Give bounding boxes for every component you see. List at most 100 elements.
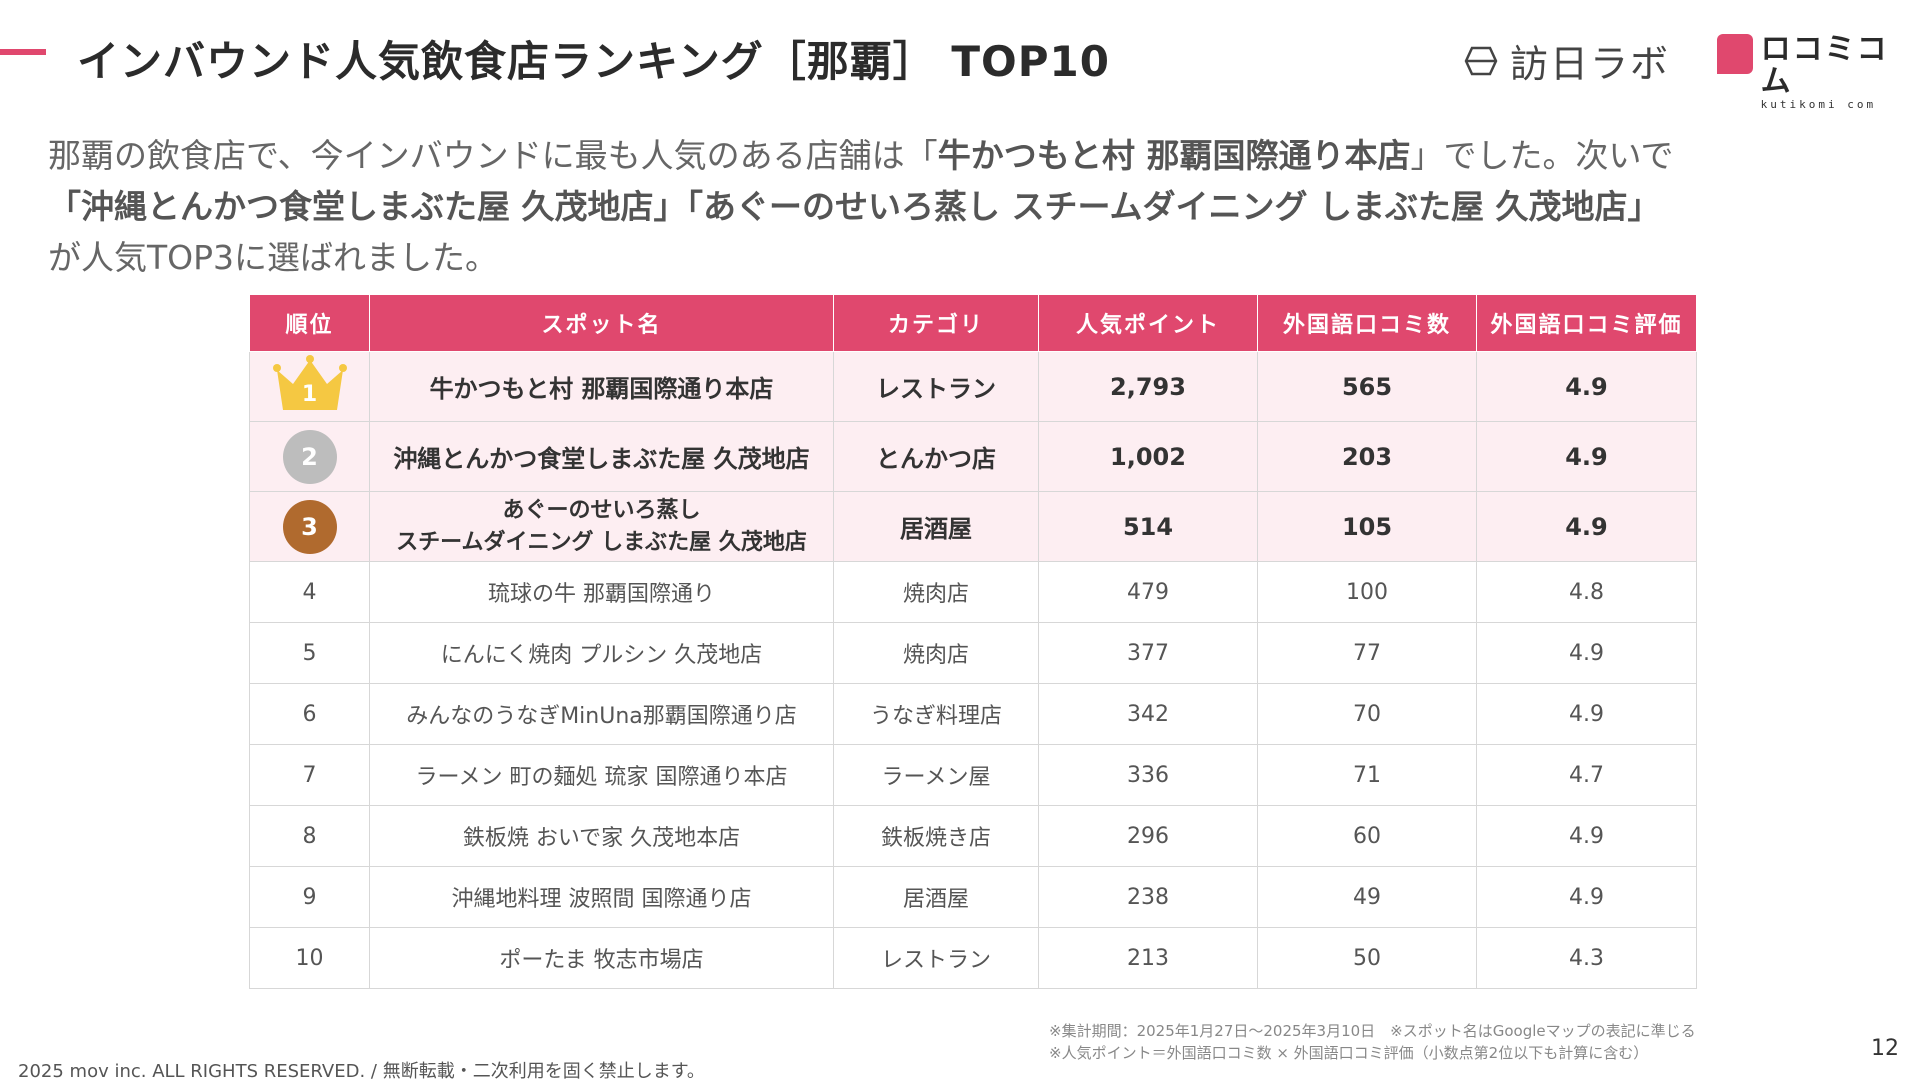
spot-name-cell: 牛かつもと村 那覇国際通り本店 (369, 351, 834, 422)
review-count-cell: 100 (1257, 561, 1477, 623)
rating-cell: 4.9 (1476, 491, 1697, 562)
review-count-cell: 60 (1257, 805, 1477, 867)
page-title: インバウンド人気飲食店ランキング［那覇］ TOP10 (77, 37, 1110, 86)
intro-paragraph: 那覇の飲食店で、今インバウンドに最も人気のある店舗は「牛かつもと村 那覇国際通り… (48, 130, 1888, 283)
header-category: カテゴリ (833, 294, 1039, 352)
rank-cell: 8 (249, 805, 370, 867)
spot-name-cell: 沖縄とんかつ食堂しまぶた屋 久茂地店 (369, 421, 834, 492)
points-cell: 479 (1038, 561, 1258, 623)
rank-cell: 10 (249, 927, 370, 989)
rank-cell: 6 (249, 683, 370, 745)
spot-name-cell: 鉄板焼 おいで家 久茂地本店 (369, 805, 834, 867)
houjin-labo-logo-text: 訪日ラボ (1510, 42, 1671, 86)
kutikomi-logo-subtext: kutikomi com (1760, 98, 1877, 111)
table-row: 2 沖縄とんかつ食堂しまぶた屋 久茂地店 とんかつ店 1,002 203 4.9 (249, 421, 1697, 492)
rank-cell: 9 (249, 866, 370, 928)
table-row: 1 牛かつもと村 那覇国際通り本店 レストラン 2,793 565 4.9 (249, 351, 1697, 422)
intro-text-3: が人気TOP3に選ばれました。 (48, 238, 499, 277)
rating-cell: 4.9 (1476, 866, 1697, 928)
kutikomi-com-logo: ロコミコム kutikomi com (1717, 34, 1919, 111)
rank-cell: 7 (249, 744, 370, 806)
footnotes: ※集計期間：2025年1月27日〜2025年3月10日 ※スポット名はGoogl… (1049, 1020, 1696, 1064)
table-row: 3 あぐーのせいろ蒸し スチームダイニング しまぶた屋 久茂地店 居酒屋 514… (249, 491, 1697, 562)
page-number: 12 (1871, 1036, 1899, 1061)
category-cell: 居酒屋 (833, 491, 1039, 562)
table-row: 10 ポーたま 牧志市場店 レストラン 213 50 4.3 (249, 927, 1697, 989)
points-cell: 342 (1038, 683, 1258, 745)
rank-number: 1 (301, 381, 318, 407)
header-rank: 順位 (249, 294, 370, 352)
category-cell: レストラン (833, 927, 1039, 989)
category-cell: ラーメン屋 (833, 744, 1039, 806)
footnote-period: ※集計期間：2025年1月27日〜2025年3月10日 ※スポット名はGoogl… (1049, 1022, 1696, 1040)
rank-cell: 3 (249, 491, 370, 562)
crown-icon: 1 (271, 354, 349, 414)
category-cell: うなぎ料理店 (833, 683, 1039, 745)
spot-name-cell: ポーたま 牧志市場店 (369, 927, 834, 989)
table-row: 8 鉄板焼 おいで家 久茂地本店 鉄板焼き店 296 60 4.9 (249, 805, 1697, 867)
rating-cell: 4.8 (1476, 561, 1697, 623)
points-cell: 1,002 (1038, 421, 1258, 492)
title-accent-line (0, 49, 46, 55)
category-cell: 鉄板焼き店 (833, 805, 1039, 867)
header-popularity-points: 人気ポイント (1038, 294, 1258, 352)
rating-cell: 4.9 (1476, 351, 1697, 422)
header-review-rating: 外国語口コミ評価 (1476, 294, 1697, 352)
table-row: 6 みんなのうなぎMinUna那覇国際通り店 うなぎ料理店 342 70 4.9 (249, 683, 1697, 745)
rank-cell: 5 (249, 622, 370, 684)
points-cell: 2,793 (1038, 351, 1258, 422)
spot-name-line-2: スチームダイニング しまぶた屋 久茂地店 (396, 529, 807, 555)
spot-name-cell: にんにく焼肉 プルシン 久茂地店 (369, 622, 834, 684)
kutikomi-logo-icon (1717, 34, 1753, 74)
silver-medal-icon: 2 (282, 429, 337, 484)
points-cell: 213 (1038, 927, 1258, 989)
review-count-cell: 203 (1257, 421, 1477, 492)
review-count-cell: 565 (1257, 351, 1477, 422)
spot-name-cell: みんなのうなぎMinUna那覇国際通り店 (369, 683, 834, 745)
category-cell: レストラン (833, 351, 1039, 422)
points-cell: 238 (1038, 866, 1258, 928)
rank-cell: 1 (249, 351, 370, 422)
rank-cell: 4 (249, 561, 370, 623)
review-count-cell: 71 (1257, 744, 1477, 806)
rank-cell: 2 (249, 421, 370, 492)
rating-cell: 4.9 (1476, 421, 1697, 492)
intro-highlight-2: 「沖縄とんかつ食堂しまぶた屋 久茂地店」「あぐーのせいろ蒸し スチームダイニング… (48, 187, 1661, 226)
footnote-points-formula: ※人気ポイント＝外国語口コミ数 × 外国語口コミ評価（小数点第2位以下も計算に含… (1049, 1044, 1649, 1062)
category-cell: 居酒屋 (833, 866, 1039, 928)
table-row: 9 沖縄地料理 波照間 国際通り店 居酒屋 238 49 4.9 (249, 866, 1697, 928)
points-cell: 377 (1038, 622, 1258, 684)
table-row: 4 琉球の牛 那覇国際通り 焼肉店 479 100 4.8 (249, 561, 1697, 623)
rating-cell: 4.9 (1476, 683, 1697, 745)
spot-name-cell: あぐーのせいろ蒸し スチームダイニング しまぶた屋 久茂地店 (369, 491, 834, 562)
spot-name-line-1: あぐーのせいろ蒸し (502, 497, 701, 523)
review-count-cell: 105 (1257, 491, 1477, 562)
rating-cell: 4.9 (1476, 622, 1697, 684)
spot-name-cell: 琉球の牛 那覇国際通り (369, 561, 834, 623)
table-header-row: 順位 スポット名 カテゴリ 人気ポイント 外国語口コミ数 外国語口コミ評価 (249, 294, 1697, 352)
points-cell: 296 (1038, 805, 1258, 867)
intro-text-2: 」でした。次いで (1410, 136, 1674, 175)
review-count-cell: 70 (1257, 683, 1477, 745)
category-cell: とんかつ店 (833, 421, 1039, 492)
intro-text-1: 那覇の飲食店で、今インバウンドに最も人気のある店舗は「 (48, 136, 938, 175)
points-cell: 514 (1038, 491, 1258, 562)
header-spot-name: スポット名 (369, 294, 834, 352)
category-cell: 焼肉店 (833, 622, 1039, 684)
rating-cell: 4.9 (1476, 805, 1697, 867)
copyright-text: 2025 mov inc. ALL RIGHTS RESERVED. / 無断転… (18, 1061, 705, 1082)
category-cell: 焼肉店 (833, 561, 1039, 623)
rating-cell: 4.3 (1476, 927, 1697, 989)
rating-cell: 4.7 (1476, 744, 1697, 806)
bronze-medal-icon: 3 (282, 499, 337, 554)
ranking-table: 順位 スポット名 カテゴリ 人気ポイント 外国語口コミ数 外国語口コミ評価 1 (249, 294, 1697, 989)
table-row: 7 ラーメン 町の麺処 琉家 国際通り本店 ラーメン屋 336 71 4.7 (249, 744, 1697, 806)
houjin-labo-logo-icon (1464, 46, 1498, 75)
review-count-cell: 49 (1257, 866, 1477, 928)
spot-name-cell: 沖縄地料理 波照間 国際通り店 (369, 866, 834, 928)
points-cell: 336 (1038, 744, 1258, 806)
review-count-cell: 50 (1257, 927, 1477, 989)
spot-name-cell: ラーメン 町の麺処 琉家 国際通り本店 (369, 744, 834, 806)
review-count-cell: 77 (1257, 622, 1477, 684)
kutikomi-logo-text: ロコミコム (1760, 32, 1889, 99)
